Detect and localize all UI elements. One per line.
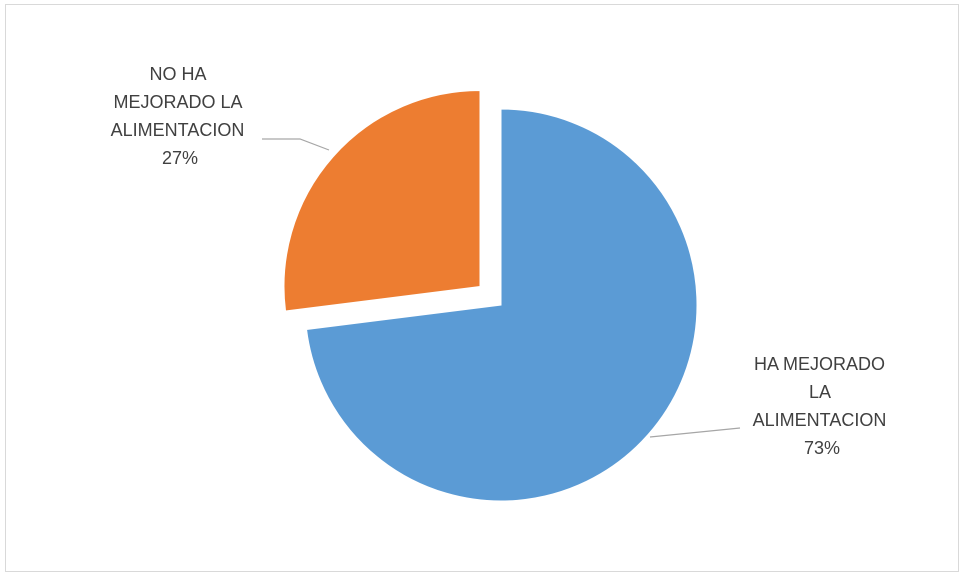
- leader-line-ha-mejorado: [649, 427, 741, 438]
- slice-ha-mejorado: [305, 108, 698, 502]
- slice-no-ha-mejorado: [283, 89, 481, 312]
- leader-line-no-ha-mejorado: [262, 138, 330, 151]
- data-label-no-ha-mejorado: NO HA MEJORADO LA ALIMENTACION 27%: [111, 64, 250, 168]
- data-label-ha-mejorado: HA MEJORADO LA ALIMENTACION 73%: [753, 354, 892, 458]
